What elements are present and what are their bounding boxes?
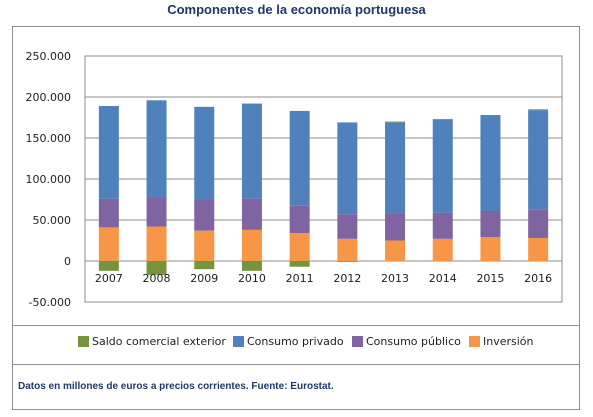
y-tick-label: 100.000 <box>26 173 72 186</box>
bar-consumo-privado-2011 <box>289 110 310 206</box>
y-tick-label: 200.000 <box>26 91 72 104</box>
bar-consumo-p-blico-2015 <box>480 210 501 238</box>
bar-consumo-p-blico-2011 <box>289 205 310 234</box>
stacked-bar-chart: 250.000 200.000 150.000 100.000 50.000 0 -50.0… <box>26 50 563 309</box>
bar-consumo-privado-2008 <box>146 100 167 198</box>
bar-inversi-n-2009 <box>194 230 215 261</box>
x-tick-label: 2009 <box>190 272 218 285</box>
bar-saldo-comercial-exterior-2008 <box>146 261 167 275</box>
legend-item-inversion: Inversión <box>469 335 534 348</box>
bar-consumo-privado-2016 <box>528 110 549 210</box>
bar-consumo-privado-2007 <box>98 106 119 199</box>
legend-label-consumo-publico: Consumo público <box>366 335 461 348</box>
x-tick-label: 2010 <box>238 272 266 285</box>
bar-inversi-n-2016 <box>528 238 549 261</box>
legend-swatch-consumo-privado <box>233 336 244 347</box>
bar-saldo-comercial-exterior-2013 <box>385 121 406 123</box>
bar-consumo-p-blico-2008 <box>146 197 167 227</box>
bar-inversi-n-2008 <box>146 226 167 261</box>
legend-label-consumo-privado: Consumo privado <box>247 335 344 348</box>
y-tick-label: -50.000 <box>29 296 71 309</box>
bar-inversi-n-2011 <box>289 233 310 261</box>
legend-label-inversion: Inversión <box>483 335 534 348</box>
x-tick-label: 2014 <box>429 272 457 285</box>
bar-inversi-n-2013 <box>385 240 406 261</box>
x-tick-label: 2007 <box>95 272 123 285</box>
y-tick-label: 150.000 <box>26 132 72 145</box>
bar-saldo-comercial-exterior-2011 <box>289 261 310 267</box>
bar-saldo-comercial-exterior-2016 <box>528 109 549 111</box>
chart-title: Componentes de la economía portuguesa <box>167 2 426 17</box>
bar-saldo-comercial-exterior-2012 <box>337 261 358 262</box>
legend-swatch-saldo <box>78 336 89 347</box>
bar-consumo-privado-2014 <box>432 119 453 213</box>
footnote: Datos en millones de euros a precios cor… <box>18 381 334 392</box>
bar-inversi-n-2015 <box>480 237 501 261</box>
legend-box <box>12 325 580 365</box>
bar-consumo-privado-2013 <box>385 122 406 214</box>
y-tick-label: 50.000 <box>33 214 72 227</box>
bar-consumo-privado-2010 <box>241 103 262 199</box>
bar-consumo-p-blico-2016 <box>528 209 549 239</box>
y-tick-label: 250.000 <box>26 50 72 63</box>
bar-consumo-p-blico-2009 <box>194 199 215 231</box>
legend-item-saldo: Saldo comercial exterior <box>78 335 226 348</box>
legend-swatch-consumo-publico <box>352 336 363 347</box>
bar-inversi-n-2014 <box>432 238 453 261</box>
x-tick-label: 2013 <box>381 272 409 285</box>
bar-consumo-p-blico-2013 <box>385 213 406 241</box>
bar-consumo-privado-2015 <box>480 115 501 211</box>
legend-item-consumo-privado: Consumo privado <box>233 335 344 348</box>
x-tick-label: 2012 <box>333 272 361 285</box>
bar-consumo-p-blico-2007 <box>98 198 119 228</box>
legend-item-consumo-publico: Consumo público <box>352 335 461 348</box>
bar-inversi-n-2012 <box>337 238 358 261</box>
x-tick-label: 2015 <box>476 272 504 285</box>
x-tick-label: 2011 <box>286 272 314 285</box>
x-tick-label: 2016 <box>524 272 552 285</box>
bar-consumo-privado-2012 <box>337 122 358 215</box>
bar-inversi-n-2010 <box>241 229 262 261</box>
x-tick-label: 2008 <box>143 272 171 285</box>
bar-saldo-comercial-exterior-2010 <box>241 261 262 271</box>
y-tick-label: 0 <box>64 255 71 268</box>
bar-saldo-comercial-exterior-2007 <box>98 261 119 271</box>
bar-consumo-p-blico-2010 <box>241 198 262 230</box>
legend-label-saldo: Saldo comercial exterior <box>92 335 226 348</box>
bar-saldo-comercial-exterior-2009 <box>194 261 215 270</box>
legend: Saldo comercial exterior Consumo privado… <box>0 335 593 351</box>
bar-consumo-p-blico-2012 <box>337 214 358 239</box>
bar-consumo-p-blico-2014 <box>432 212 453 239</box>
legend-swatch-inversion <box>469 336 480 347</box>
bar-consumo-privado-2009 <box>194 106 215 200</box>
bar-inversi-n-2007 <box>98 227 119 261</box>
